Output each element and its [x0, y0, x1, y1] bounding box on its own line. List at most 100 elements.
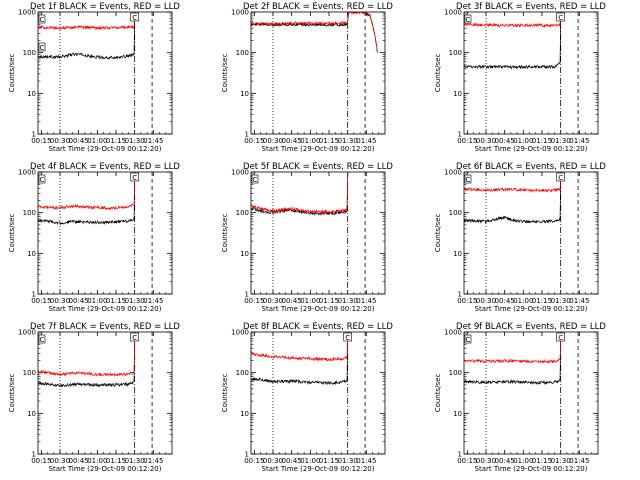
x-tick-label: 01:15 [106, 457, 126, 465]
flag-box [464, 174, 472, 184]
y-tick-label: 1000 [444, 329, 462, 337]
panel-title: Det 9f BLACK = Events, RED = LLD [456, 322, 606, 332]
y-tick-label: 1 [458, 131, 462, 139]
plot-frame [463, 331, 599, 455]
y-tick-label: 100 [449, 369, 462, 377]
y-tick-label: 1 [32, 451, 36, 459]
y-tick-label: 100 [23, 49, 36, 57]
x-tick-label: 01:45 [356, 297, 376, 305]
events-series-line [38, 11, 136, 60]
x-tick-label: 01:15 [319, 297, 339, 305]
gap-flag-label: C [558, 334, 563, 342]
y-axis-label: Counts/sec [221, 214, 229, 253]
y-tick-label: 1000 [444, 169, 462, 177]
flag-label: C [40, 176, 45, 184]
flag-box [251, 174, 259, 184]
y-tick-label: 10 [240, 410, 249, 418]
y-tick-label: 10 [27, 410, 36, 418]
plot-frame [250, 331, 386, 455]
panel-title: Det 7f BLACK = Events, RED = LLD [30, 322, 180, 332]
lld-series-line [464, 171, 562, 193]
x-axis-label: Start Time (29-Oct-09 00:12:20) [475, 145, 588, 153]
x-tick-label: 01:00 [300, 137, 320, 145]
x-tick-label: 01:00 [300, 457, 320, 465]
x-tick-label: 00:15 [31, 137, 51, 145]
gap-flag-box [556, 332, 565, 342]
panel-det-3: Det 3f BLACK = Events, RED = LLD 1 10 100 10… [434, 2, 606, 153]
y-tick-label: 1000 [18, 9, 36, 17]
flag-label: C [40, 16, 45, 24]
x-tick-label: 00:45 [282, 457, 302, 465]
lld-series-line [37, 11, 136, 31]
plot-frame [250, 171, 386, 295]
x-tick-label: 00:30 [263, 137, 283, 145]
x-tick-label: 00:30 [50, 457, 70, 465]
x-tick-label: 01:15 [532, 457, 552, 465]
panel-det-2: Det 2f BLACK = Events, RED = LLD 1 10 100 10… [221, 2, 393, 153]
gap-flag-label: C [132, 334, 137, 342]
panel-title: Det 2f BLACK = Events, RED = LLD [243, 2, 393, 12]
flag-box [38, 174, 46, 184]
plot-frame [37, 331, 173, 455]
panel-det-4: Det 4f BLACK = Events, RED = LLD 1 10 100 10… [8, 162, 180, 313]
events-series-line [463, 171, 562, 224]
x-tick-label: 01:30 [338, 457, 358, 465]
y-tick-label: 10 [27, 250, 36, 258]
lld-series-line [37, 331, 136, 377]
x-tick-label: 00:45 [495, 457, 515, 465]
x-axis-label: Start Time (29-Oct-09 00:12:20) [262, 145, 375, 153]
x-tick-label: 00:45 [69, 457, 89, 465]
x-tick-label: 00:15 [31, 457, 51, 465]
gap-flag-label: C [132, 174, 137, 182]
y-tick-label: 1 [245, 131, 249, 139]
x-axis-label: Start Time (29-Oct-09 00:12:20) [262, 465, 375, 473]
plot-frame [463, 171, 599, 295]
x-tick-label: 01:30 [338, 137, 358, 145]
y-axis-label: Counts/sec [8, 214, 16, 253]
x-tick-label: 01:45 [569, 457, 589, 465]
x-axis-label: Start Time (29-Oct-09 00:12:20) [49, 145, 162, 153]
y-tick-label: 1000 [231, 9, 249, 17]
x-axis-label: Start Time (29-Oct-09 00:12:20) [262, 305, 375, 313]
events-series-line [37, 171, 136, 226]
x-tick-label: 01:15 [106, 297, 126, 305]
x-tick-label: 01:00 [513, 137, 533, 145]
events-series-line [251, 331, 349, 386]
y-tick-label: 1 [245, 291, 249, 299]
x-tick-label: 01:15 [532, 137, 552, 145]
x-tick-label: 01:15 [319, 457, 339, 465]
y-tick-label: 100 [449, 49, 462, 57]
panel-title: Det 8f BLACK = Events, RED = LLD [243, 322, 393, 332]
panel-det-8: Det 8f BLACK = Events, RED = LLD 1 10 100 10… [221, 322, 393, 473]
y-axis-label: Counts/sec [221, 54, 229, 93]
x-axis-label: Start Time (29-Oct-09 00:12:20) [49, 305, 162, 313]
y-axis-label: Counts/sec [8, 374, 16, 413]
x-tick-label: 00:30 [476, 137, 496, 145]
y-tick-label: 100 [236, 369, 249, 377]
y-tick-label: 1000 [444, 9, 462, 17]
x-tick-label: 01:30 [551, 457, 571, 465]
x-tick-label: 00:45 [69, 137, 89, 145]
x-tick-label: 00:15 [457, 297, 477, 305]
panel-title: Det 4f BLACK = Events, RED = LLD [30, 162, 180, 172]
x-tick-label: 01:00 [87, 137, 107, 145]
x-tick-label: 00:15 [244, 297, 264, 305]
y-tick-label: 10 [453, 410, 462, 418]
y-tick-label: 10 [27, 90, 36, 98]
x-tick-label: 01:00 [300, 297, 320, 305]
gap-flag-label: C [558, 14, 563, 22]
x-axis-label: Start Time (29-Oct-09 00:12:20) [475, 465, 588, 473]
events-series-line [463, 11, 562, 70]
x-tick-label: 00:15 [244, 137, 264, 145]
panel-det-9: Det 9f BLACK = Events, RED = LLD 1 10 100 10… [434, 322, 606, 473]
x-tick-label: 01:30 [551, 297, 571, 305]
panel-title: Det 5f BLACK = Events, RED = LLD [243, 162, 393, 172]
events-series-line [463, 331, 562, 385]
x-axis-label: Start Time (29-Oct-09 00:12:20) [49, 465, 162, 473]
x-tick-label: 00:30 [263, 457, 283, 465]
x-tick-label: 00:15 [457, 137, 477, 145]
y-axis-label: Counts/sec [8, 54, 16, 93]
flag-box [464, 14, 472, 24]
plot-frame [463, 11, 599, 135]
